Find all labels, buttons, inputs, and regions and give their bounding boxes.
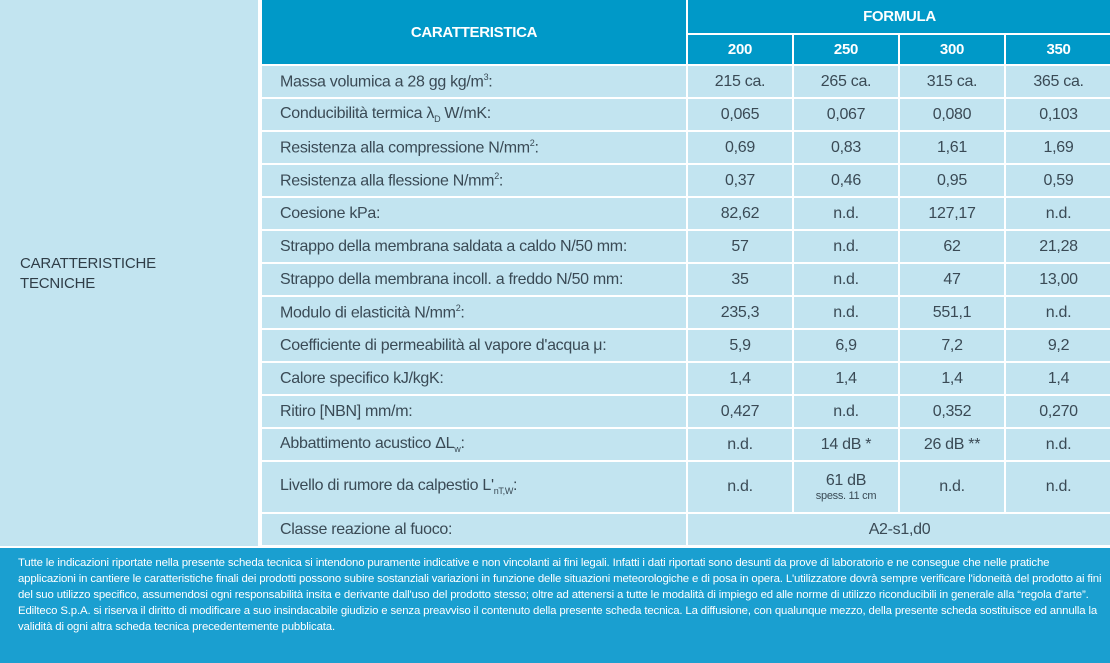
header-characteristic: CARATTERISTICA [260, 0, 688, 66]
row-value: 1,4 [686, 361, 794, 396]
row-value: 1,4 [792, 361, 900, 396]
row-value: 315 ca. [898, 64, 1006, 99]
row-value: 0,103 [1003, 97, 1110, 132]
row-value: n.d. [1003, 295, 1110, 330]
row-value: 0,080 [898, 97, 1006, 132]
row-value: 0,37 [686, 163, 794, 198]
row-value: n.d. [1003, 460, 1110, 514]
row-value: n.d. [686, 460, 794, 514]
row-value: 0,83 [792, 130, 900, 165]
row-value: 1,4 [898, 361, 1006, 396]
row-label: Resistenza alla compressione N/mm2: [260, 130, 688, 165]
row-value: 13,00 [1003, 262, 1110, 297]
row-value: 26 dB ** [898, 427, 1006, 462]
row-value: 0,065 [686, 97, 794, 132]
row-value: n.d. [792, 394, 900, 429]
row-value: n.d. [792, 229, 900, 264]
row-value: 0,270 [1003, 394, 1110, 429]
row-value: 0,427 [686, 394, 794, 429]
table-row: Strappo della membrana saldata a caldo N… [260, 229, 1110, 264]
table-row: Modulo di elasticità N/mm2: 235,3 n.d. 551,… [260, 295, 1110, 330]
row-label: Modulo di elasticità N/mm2: [260, 295, 688, 330]
row-label: Abbattimento acustico ΔLw: [260, 427, 688, 462]
row-value: 35 [686, 262, 794, 297]
row-label: Livello di rumore da calpestio L'nT,W: [260, 460, 688, 514]
table-row: Calore specifico kJ/kgK: 1,4 1,4 1,4 1,4 [260, 361, 1110, 396]
row-value: n.d. [898, 460, 1006, 514]
row-value: 1,69 [1003, 130, 1110, 165]
row-value: 0,59 [1003, 163, 1110, 198]
row-value: 14 dB * [792, 427, 900, 462]
technical-table: CARATTERISTICA FORMULA 200 250 300 350 M… [260, 0, 1110, 547]
table-row: Coefficiente di permeabilità al vapore d… [260, 328, 1110, 363]
row-value: n.d. [792, 295, 900, 330]
row-value: 1,61 [898, 130, 1006, 165]
header-formula: FORMULA [685, 0, 1110, 35]
header-col-200: 200 [686, 33, 794, 66]
table-row: Resistenza alla compressione N/mm2: 0,69 0… [260, 130, 1110, 165]
row-value: 235,3 [686, 295, 794, 330]
table-row: Conducibilità termica λD W/mK: 0,065 0,067… [260, 97, 1110, 132]
row-value: n.d. [686, 427, 794, 462]
row-value: 215 ca. [686, 64, 794, 99]
row-label: Strappo della membrana saldata a caldo N… [260, 229, 688, 264]
row-label: Coefficiente di permeabilità al vapore d… [260, 328, 688, 363]
value-note: spess. 11 cm [815, 489, 877, 502]
row-value: 0,95 [898, 163, 1006, 198]
section-label-cell: CARATTERISTICHE TECNICHE [0, 0, 258, 546]
table-row: Massa volumica a 28 gg kg/m3: 215 ca. 265 … [260, 64, 1110, 99]
row-value: 21,28 [1003, 229, 1110, 264]
row-value: 47 [898, 262, 1006, 297]
row-value: 365 ca. [1003, 64, 1110, 99]
row-label: Ritiro [NBN] mm/m: [260, 394, 688, 429]
disclaimer: Tutte le indicazioni riportate nella pre… [0, 548, 1110, 663]
row-value: 5,9 [686, 328, 794, 363]
row-value: n.d. [792, 262, 900, 297]
row-value: 6,9 [792, 328, 900, 363]
header-col-350: 350 [1003, 33, 1110, 66]
row-value: 0,067 [792, 97, 900, 132]
table-row: Resistenza alla flessione N/mm2: 0,37 0,46… [260, 163, 1110, 198]
row-label: Coesione kPa: [260, 196, 688, 231]
fire-row: Classe reazione al fuoco: A2-s1,d0 [260, 512, 1110, 547]
header-col-300: 300 [898, 33, 1006, 66]
fire-value: A2-s1,d0 [685, 512, 1110, 547]
row-value: n.d. [792, 196, 900, 231]
table-row: Abbattimento acustico ΔLw: n.d. 14 dB * 26 … [260, 427, 1110, 462]
section-label: CARATTERISTICHE TECNICHE [20, 255, 156, 292]
row-value: 0,69 [686, 130, 794, 165]
row-value: 57 [686, 229, 794, 264]
row-label: Calore specifico kJ/kgK: [260, 361, 688, 396]
row-label: Resistenza alla flessione N/mm2: [260, 163, 688, 198]
row-value: 0,46 [792, 163, 900, 198]
row-label: Massa volumica a 28 gg kg/m3: [260, 64, 688, 99]
table-row: Coesione kPa: 82,62 n.d. 127,17 n.d. [260, 196, 1110, 231]
row-value: n.d. [1003, 196, 1110, 231]
row-value: 551,1 [898, 295, 1006, 330]
row-value: 127,17 [898, 196, 1006, 231]
table-row: Livello di rumore da calpestio L'nT,W: n.… [260, 460, 1110, 514]
header-col-250: 250 [792, 33, 900, 66]
row-value: 1,4 [1003, 361, 1110, 396]
row-value: 7,2 [898, 328, 1006, 363]
row-label: Conducibilità termica λD W/mK: [260, 97, 688, 132]
row-label: Strappo della membrana incoll. a freddo … [260, 262, 688, 297]
row-value: 9,2 [1003, 328, 1110, 363]
row-value: 0,352 [898, 394, 1006, 429]
fire-label: Classe reazione al fuoco: [260, 512, 688, 547]
table-row: Strappo della membrana incoll. a freddo … [260, 262, 1110, 297]
row-value: 62 [898, 229, 1006, 264]
row-value: 265 ca. [792, 64, 900, 99]
table-row: Ritiro [NBN] mm/m: 0,427 n.d. 0,352 0,270 [260, 394, 1110, 429]
row-value: 61 dB spess. 11 cm [792, 460, 900, 514]
row-value: n.d. [1003, 427, 1110, 462]
row-value: 82,62 [686, 196, 794, 231]
